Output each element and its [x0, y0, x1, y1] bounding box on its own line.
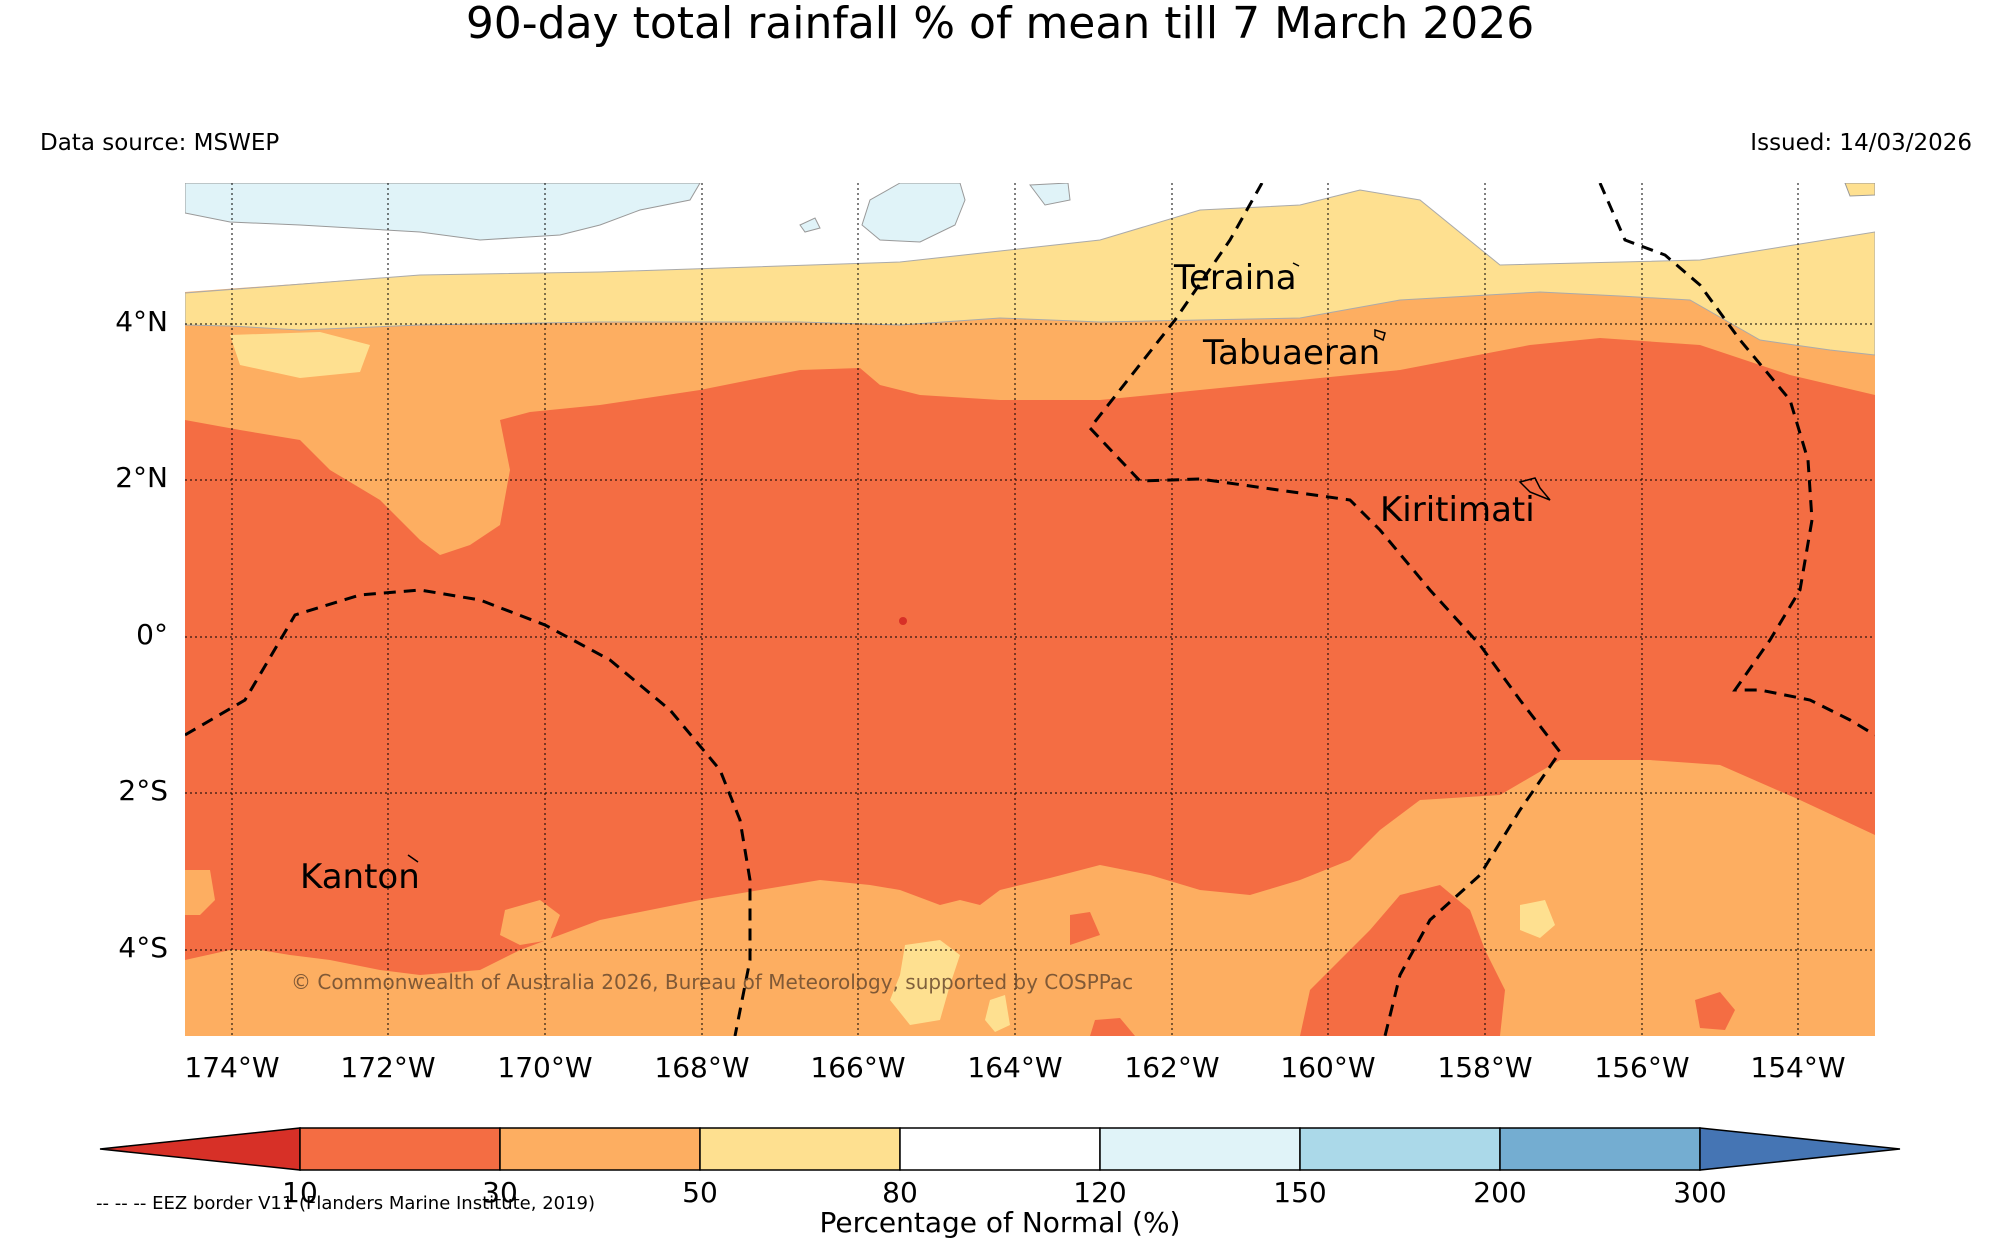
graticule — [185, 183, 1875, 1036]
lat-label-2n: 2°N — [115, 461, 168, 494]
colorbar-tick-300: 300 — [1673, 1176, 1727, 1209]
lat-label-4s: 4°S — [118, 931, 168, 964]
lon-label-154w: 154°W — [1750, 1051, 1846, 1084]
place-label-kanton: Kanton — [300, 857, 420, 897]
map-title: 90-day total rainfall % of mean till 7 M… — [465, 0, 1535, 49]
colorbar-under — [99, 1127, 301, 1171]
kanton-island — [407, 854, 419, 863]
zone-30-50-kanton-west — [185, 870, 215, 915]
colorbar-tick-120: 120 — [1073, 1176, 1127, 1209]
colorbar-80-120 — [899, 1127, 1101, 1171]
colorbar-tick-80: 80 — [882, 1176, 918, 1209]
place-label-tabuaeran: Tabuaeran — [1203, 333, 1381, 373]
zone-10-30-south — [1300, 885, 1505, 1036]
zone-under-10-dot — [899, 617, 907, 625]
zone-120-150-dot — [799, 217, 821, 233]
lon-label-164w: 164°W — [967, 1051, 1063, 1084]
lon-label-160w: 160°W — [1280, 1051, 1376, 1084]
lon-label-156w: 156°W — [1594, 1051, 1690, 1084]
issued-date-label: Issued: 14/03/2026 — [1750, 130, 1972, 156]
zone-10-30-patch — [1090, 1018, 1135, 1036]
zone-120-150-small — [1029, 183, 1071, 206]
zone-50-80-south-3 — [1520, 900, 1555, 938]
colorbar-120-150 — [1099, 1127, 1301, 1171]
colorbar-30-50 — [499, 1127, 701, 1171]
zone-120-150-north — [185, 183, 701, 241]
zone-10-30 — [185, 338, 1875, 975]
data-source-label: Data source: MSWEP — [40, 130, 280, 156]
lon-label-166w: 166°W — [810, 1051, 906, 1084]
lon-label-158w: 158°W — [1437, 1051, 1533, 1084]
zone-50-80-corner — [1844, 183, 1875, 197]
colorbar-150-200 — [1299, 1127, 1501, 1171]
colorbar-200-300 — [1499, 1127, 1701, 1171]
colorbar-label: Percentage of Normal (%) — [819, 1206, 1181, 1239]
place-label-kiritimati: Kiritimati — [1380, 490, 1535, 530]
colorbar-10-30 — [299, 1127, 501, 1171]
map-field — [185, 183, 1875, 1036]
kiritimati-island — [1518, 477, 1551, 501]
lon-label-174w: 174°W — [184, 1051, 280, 1084]
zone-120-150-patch — [861, 183, 966, 243]
tabuaeran-island — [1374, 328, 1386, 342]
colorbar — [99, 1127, 1901, 1171]
lon-label-162w: 162°W — [1124, 1051, 1220, 1084]
colorbar-tick-50: 50 — [682, 1176, 718, 1209]
zone-50-80-south-2 — [985, 995, 1010, 1032]
lat-label-4n: 4°N — [115, 305, 168, 338]
eez-borders — [185, 183, 1875, 1036]
colorbar-tick-10: 10 — [282, 1176, 318, 1209]
lon-label-170w: 170°W — [497, 1051, 593, 1084]
colorbar-tick-200: 200 — [1473, 1176, 1527, 1209]
zone-50-80-south — [890, 940, 960, 1025]
zone-50-80-west — [230, 332, 370, 378]
copyright-notice: © Commonwealth of Australia 2026, Bureau… — [291, 970, 1134, 994]
lon-label-168w: 168°W — [654, 1051, 750, 1084]
colorbar-tick-30: 30 — [482, 1176, 518, 1209]
zone-10-30-islet — [1695, 992, 1735, 1030]
place-label-teraina: Teraina — [1174, 258, 1297, 298]
colorbar-50-80 — [699, 1127, 901, 1171]
zone-50-80 — [185, 189, 1875, 356]
teraina-island — [1292, 262, 1300, 267]
eez-legend: -- -- -- EEZ border V11 (Flanders Marine… — [96, 1193, 596, 1214]
lat-label-2s: 2°S — [118, 774, 168, 807]
lon-label-172w: 172°W — [340, 1051, 436, 1084]
zone-10-30-dot — [1070, 912, 1100, 945]
colorbar-over — [1699, 1127, 1901, 1171]
colorbar-tick-150: 150 — [1273, 1176, 1327, 1209]
lat-label-0: 0° — [136, 618, 168, 651]
